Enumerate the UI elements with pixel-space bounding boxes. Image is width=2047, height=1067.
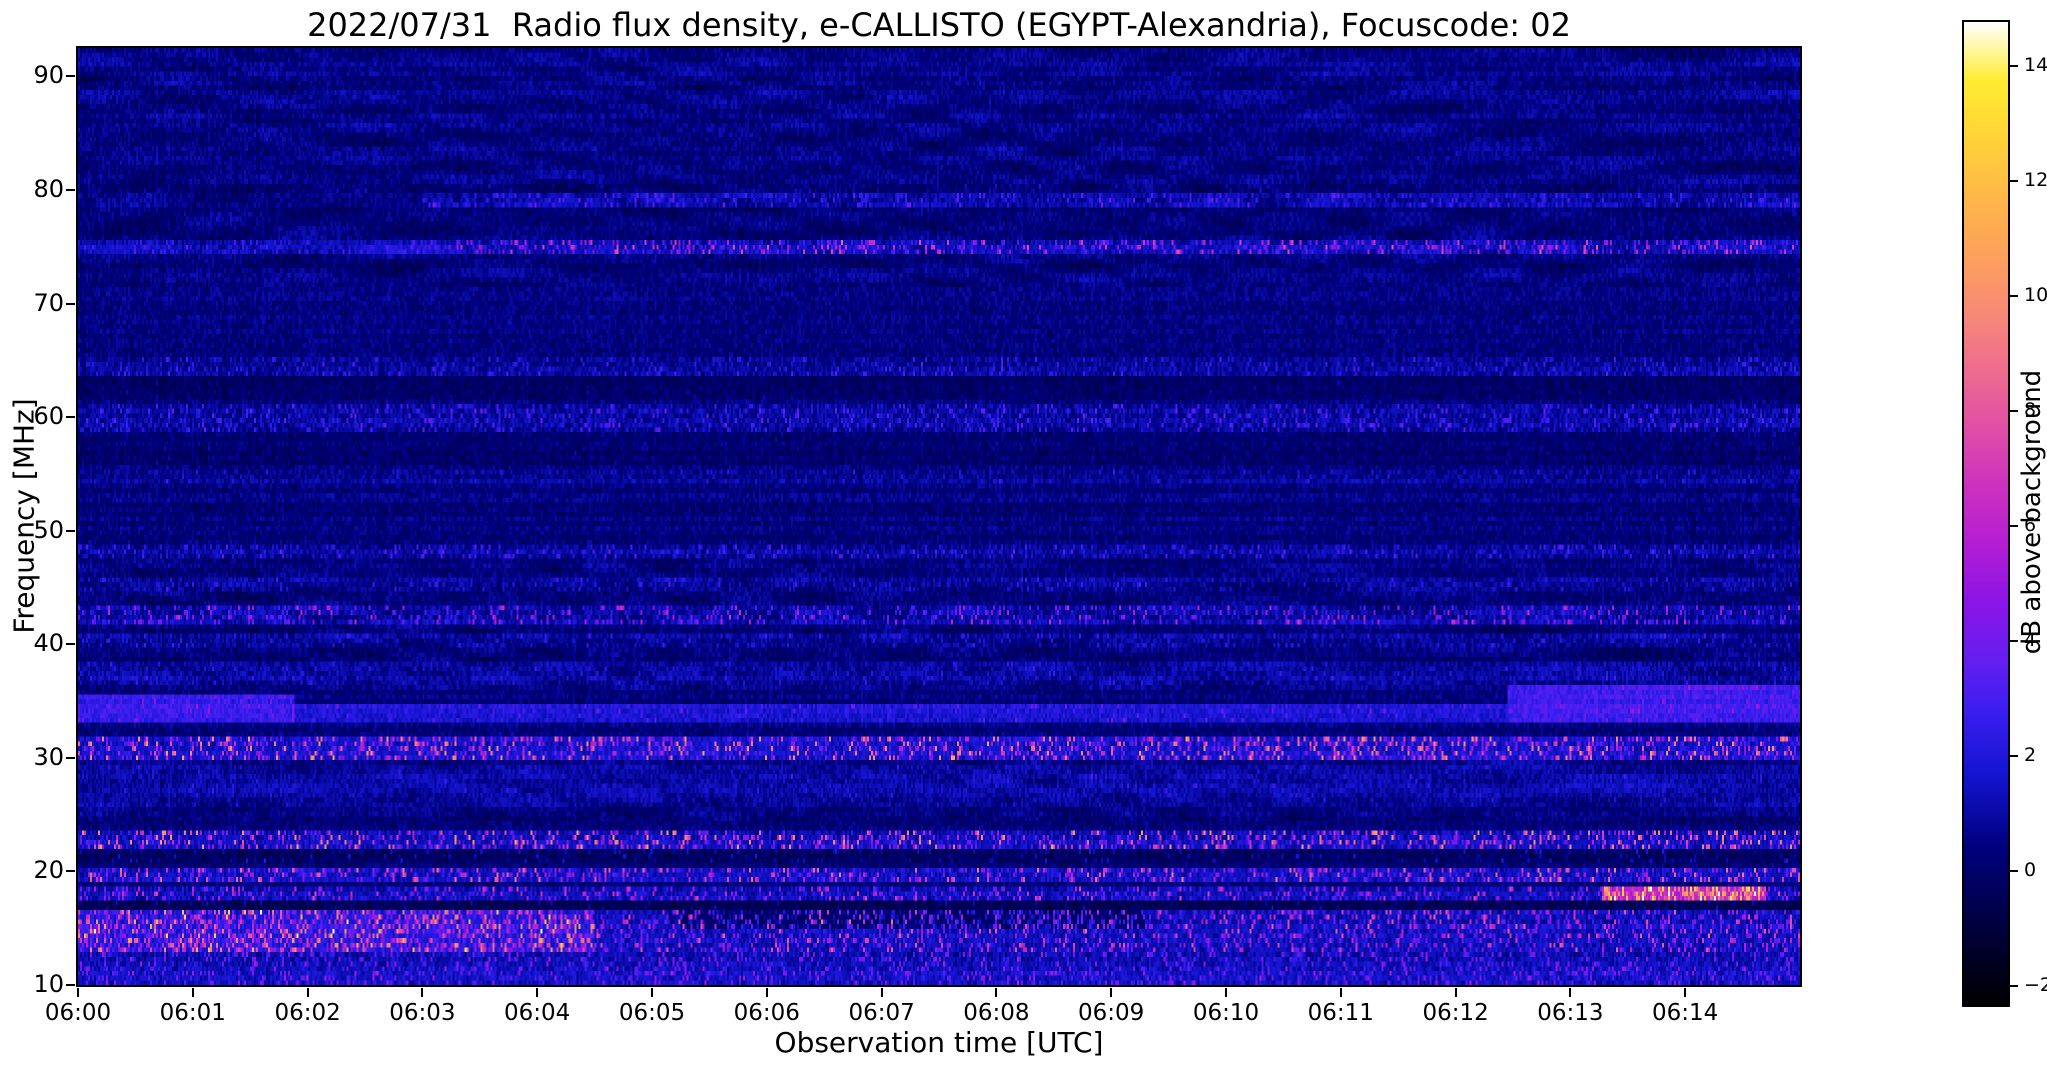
x-tick-mark [1339,988,1342,997]
y-tick-mark [66,416,75,419]
colorbar-tick-mark [2010,869,2018,872]
colorbar-tick-label: 14 [2024,53,2047,76]
x-tick-mark [191,988,194,997]
colorbar-tick-mark [2010,179,2018,182]
x-tick-label: 06:01 [159,1000,226,1026]
x-tick-label: 06:09 [1078,1000,1145,1026]
x-tick-label: 06:10 [1192,1000,1260,1026]
spectrogram-canvas [78,48,1800,985]
x-tick-mark [1225,988,1227,997]
colorbar-tick-mark [2010,524,2018,527]
x-tick-mark [1684,988,1687,997]
y-tick-label: 20 [33,856,64,885]
y-tick-mark [66,302,75,305]
x-tick-label: 06:02 [274,1000,341,1026]
colorbar-tick-mark [2010,64,2018,67]
y-tick-label: 80 [33,174,64,203]
colorbar-tick-mark [2010,409,2018,412]
x-tick-label: 06:03 [389,1000,456,1026]
y-tick-mark [66,984,75,986]
y-tick-label: 10 [33,970,64,998]
x-tick-mark [77,988,79,997]
x-tick-label: 06:08 [963,1000,1030,1026]
colorbar [1962,20,2010,1007]
x-tick-mark [1569,988,1572,997]
x-tick-mark [421,988,424,997]
plot-area [76,46,1802,987]
x-tick-mark [765,988,768,997]
y-tick-mark [66,643,75,646]
y-tick-label: 30 [33,742,64,771]
y-tick-label: 60 [33,402,64,431]
x-tick-label: 06:14 [1652,1000,1719,1026]
y-tick-mark [66,75,75,78]
y-tick-mark [66,529,75,532]
x-tick-label: 06:12 [1422,1000,1489,1026]
x-tick-mark [1454,988,1457,997]
x-tick-mark [1110,988,1113,997]
colorbar-tick-label: 8 [2024,398,2037,421]
colorbar-tick-mark [2010,639,2018,642]
x-tick-label: 06:13 [1537,1000,1604,1026]
colorbar-tick-label: −2 [2024,973,2047,996]
chart-title: 2022/07/31 Radio flux density, e-CALLIST… [307,6,1571,44]
y-tick-label: 90 [33,61,64,90]
x-tick-label: 06:05 [618,1000,686,1026]
y-tick-label: 50 [33,515,64,544]
x-tick-label: 06:00 [44,1000,112,1026]
y-tick-label: 40 [33,629,64,658]
y-tick-label: 70 [33,288,64,317]
colorbar-tick-label: 6 [2024,513,2037,536]
x-tick-label: 06:04 [504,1000,571,1026]
colorbar-tick-mark [2010,754,2018,757]
x-axis-label: Observation time [UTC] [774,1026,1104,1059]
x-tick-mark [880,988,883,997]
y-tick-mark [66,756,75,759]
y-tick-mark [66,870,75,873]
colorbar-tick-label: 10 [2024,283,2047,306]
colorbar-tick-mark [2010,984,2018,987]
colorbar-tick-label: 4 [2024,628,2037,651]
x-tick-mark [306,988,309,997]
x-tick-mark [995,988,998,997]
colorbar-tick-label: 2 [2024,743,2037,766]
colorbar-tick-mark [2010,294,2018,297]
x-tick-label: 06:07 [848,1000,915,1026]
x-tick-mark [536,988,539,997]
colorbar-tick-label: 0 [2024,858,2037,881]
colorbar-tick-label: 12 [2024,168,2047,191]
x-tick-label: 06:11 [1307,1000,1374,1026]
x-tick-mark [651,988,653,997]
x-tick-label: 06:06 [733,1000,800,1026]
y-tick-mark [66,188,75,191]
